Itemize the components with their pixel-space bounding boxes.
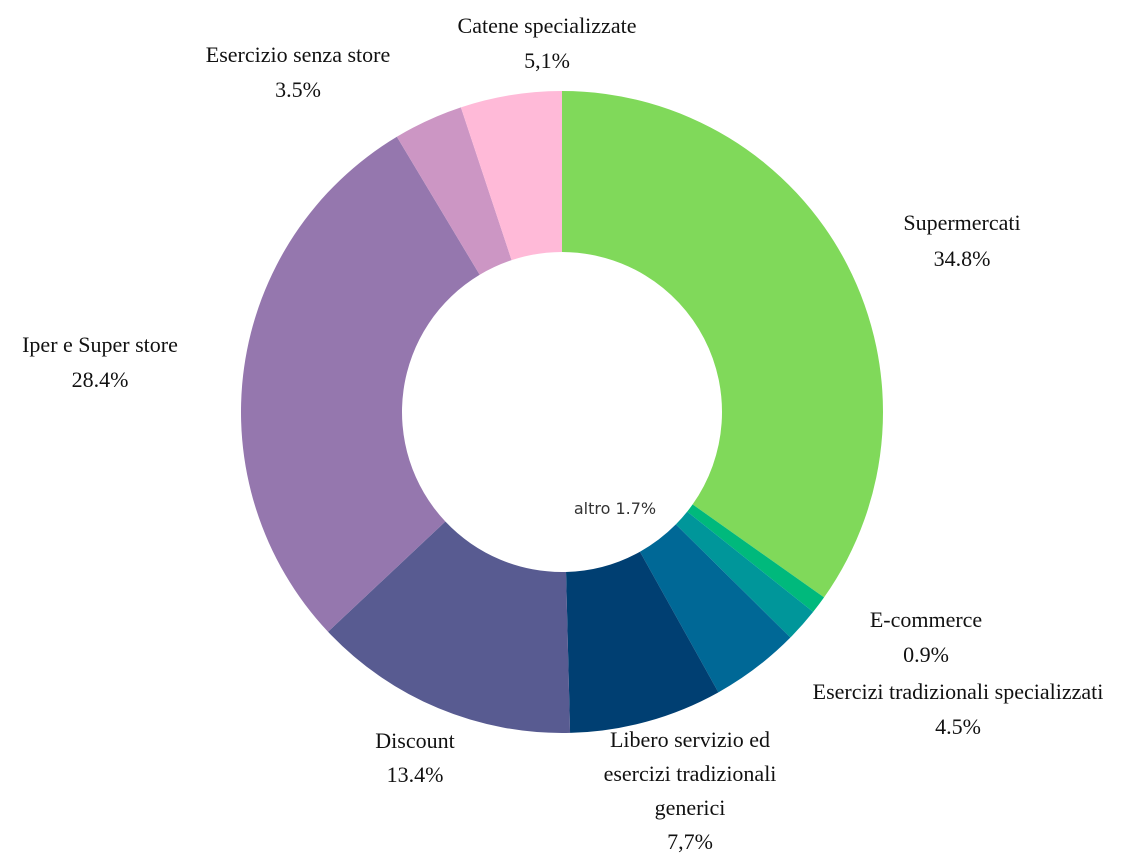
slice	[675, 511, 814, 638]
category-label: Esercizio senza store	[206, 42, 390, 67]
value-label: 34.8%	[934, 246, 991, 271]
value-label: 28.4%	[72, 367, 129, 392]
slice	[396, 107, 512, 275]
slice	[562, 91, 883, 598]
value-label: 5,1%	[524, 48, 570, 73]
category-label: Catene specializzate	[458, 13, 637, 38]
value-label: 0.9%	[903, 642, 949, 667]
category-label: Libero servizio ed esercizi tradizionali g…	[604, 727, 777, 820]
value-label: 13.4%	[387, 762, 444, 787]
value-label: 1.7%	[615, 499, 656, 518]
category-label: Esercizi tradizionali specializzati	[813, 679, 1104, 704]
slice	[687, 504, 825, 612]
category-label: altro	[574, 499, 611, 518]
category-label: E-commerce	[870, 607, 982, 632]
value-label: 3.5%	[275, 77, 321, 102]
category-label: Discount	[375, 728, 454, 753]
category-label: Iper e Super store	[22, 332, 178, 357]
value-label: 7,7%	[667, 829, 713, 854]
slice	[566, 551, 719, 733]
slice	[639, 524, 791, 693]
slice	[240, 136, 480, 632]
slice	[460, 91, 562, 261]
category-label: Supermercati	[903, 210, 1020, 235]
slice	[328, 521, 571, 733]
value-label: 4.5%	[935, 714, 981, 739]
inner-label: altro 1.7%	[574, 499, 656, 518]
